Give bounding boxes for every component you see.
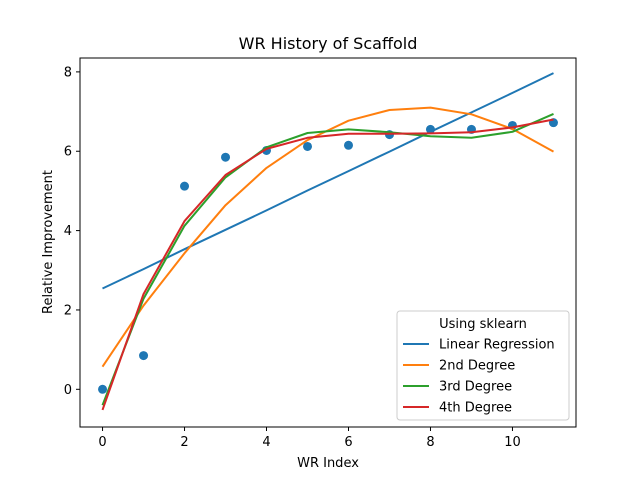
data-point: [343, 140, 353, 150]
x-tick-label: 8: [426, 435, 434, 450]
y-tick-label: 4: [64, 224, 72, 239]
y-tick-label: 0: [64, 383, 72, 398]
series-line-4th-degree: [101, 118, 554, 411]
data-point: [180, 181, 190, 191]
x-tick-label: 4: [262, 435, 270, 450]
data-point: [303, 141, 313, 151]
legend: Using sklearn Linear Regression 2nd Degree…: [396, 310, 570, 421]
y-tick-label: 2: [64, 303, 72, 318]
y-axis-label: Relative Improvement: [41, 170, 56, 314]
y-tick-label: 8: [64, 65, 72, 80]
plot-area: [98, 72, 558, 411]
x-tick-label: 10: [504, 435, 521, 450]
data-point: [98, 384, 108, 394]
data-point: [221, 152, 231, 162]
data-point: [139, 351, 149, 361]
legend-title: Using sklearn: [439, 317, 527, 332]
chart-title: WR History of Scaffold: [239, 34, 418, 53]
legend-entry: 2nd Degree: [439, 359, 515, 374]
axes-frame: [79, 57, 577, 428]
series-line-linear-regression: [102, 72, 554, 290]
series-line-3rd-degree: [101, 112, 554, 406]
x-axis-label: WR Index: [297, 456, 359, 471]
legend-box: [396, 310, 570, 421]
x-tick-label: 6: [344, 435, 352, 450]
x-tick-label: 2: [180, 435, 188, 450]
legend-entry: 3rd Degree: [439, 380, 512, 395]
legend-entry: Linear Regression: [439, 338, 555, 353]
legend-entry: 4th Degree: [439, 401, 512, 416]
x-tick-label: 0: [98, 435, 106, 450]
axes: 0 2 4 6 8 10 0 2 4 6 8: [64, 57, 577, 450]
y-tick-label: 6: [64, 145, 72, 160]
